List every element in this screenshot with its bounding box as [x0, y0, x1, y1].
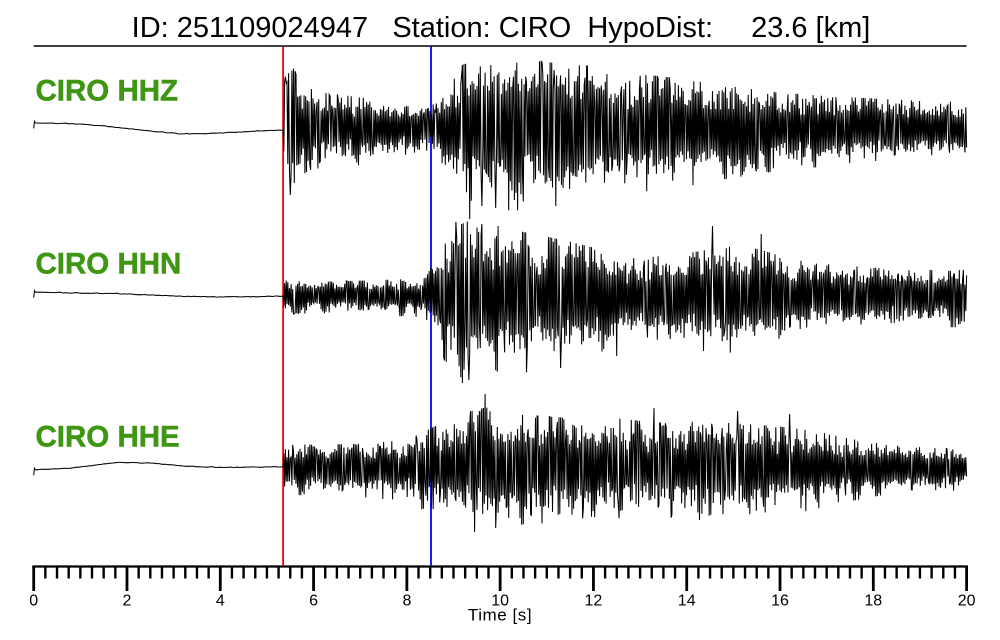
svg-text:CIRO HHZ: CIRO HHZ [36, 75, 179, 108]
svg-text:10: 10 [491, 593, 509, 610]
svg-text:ID: 251109024947 Station: CI: ID: 251109024947 Station: CIRO HypoDist:… [132, 12, 871, 44]
svg-text:0: 0 [29, 593, 38, 610]
svg-text:CIRO HHN: CIRO HHN [36, 248, 182, 281]
svg-text:4: 4 [216, 593, 225, 610]
svg-text:2: 2 [123, 593, 132, 610]
svg-text:16: 16 [771, 593, 789, 610]
svg-text:20: 20 [958, 593, 976, 610]
svg-text:Time [s]: Time [s] [468, 605, 532, 624]
svg-text:12: 12 [585, 593, 603, 610]
svg-text:18: 18 [864, 593, 882, 610]
svg-text:6: 6 [309, 593, 318, 610]
svg-text:CIRO HHE: CIRO HHE [36, 421, 180, 454]
svg-text:14: 14 [678, 593, 696, 610]
svg-text:8: 8 [402, 593, 411, 610]
